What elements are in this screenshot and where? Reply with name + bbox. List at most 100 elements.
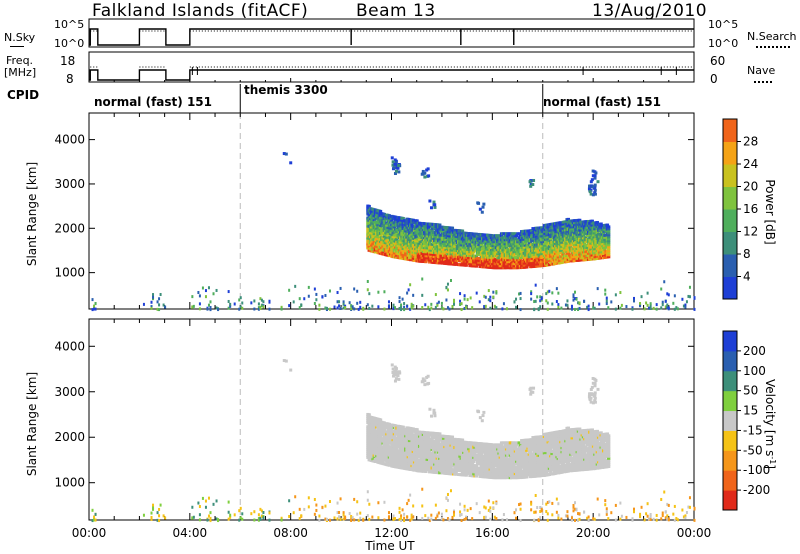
power-cell — [526, 251, 530, 255]
velocity-cell — [420, 467, 424, 471]
power-cell — [492, 236, 496, 240]
power-cell — [473, 242, 477, 246]
power-cell — [463, 247, 467, 251]
velocity-cell — [423, 431, 427, 435]
velocity-cell — [378, 434, 383, 438]
power-cell — [545, 247, 549, 251]
power-cell — [372, 232, 376, 236]
power-cell — [599, 252, 603, 256]
power-cell — [430, 306, 433, 310]
power-cell — [495, 306, 498, 310]
power-cell — [328, 307, 331, 311]
power-cell — [376, 219, 380, 223]
power-cell — [380, 222, 384, 226]
power-cell — [594, 171, 598, 175]
power-cell — [454, 262, 458, 266]
power-cell — [479, 245, 484, 249]
power-cell — [395, 247, 399, 251]
power-cell — [546, 231, 550, 235]
xtick-label-4: 16:00 — [475, 526, 510, 540]
power-cell — [390, 156, 394, 160]
power-cell — [452, 240, 456, 244]
power-cell — [507, 234, 511, 238]
power-cell — [570, 307, 573, 311]
power-cell — [423, 256, 427, 260]
power-cell — [421, 306, 424, 310]
power-cell — [530, 261, 534, 265]
power-cell — [607, 227, 611, 231]
velocity-cell — [400, 439, 404, 443]
power-cell — [533, 307, 536, 311]
power-cell — [429, 252, 433, 256]
power-cell — [443, 239, 447, 243]
velocity-cell — [438, 432, 442, 436]
power-cell — [583, 242, 587, 246]
power-cell — [353, 307, 356, 311]
power-cell — [483, 251, 487, 255]
power-cell — [479, 241, 484, 245]
power-cell — [480, 210, 484, 214]
power-cell — [411, 238, 415, 242]
power-cell — [531, 227, 535, 231]
velocity-cell — [378, 459, 383, 463]
nsky-label: N.Sky — [4, 31, 36, 44]
power-cell — [368, 229, 373, 233]
power-cell — [156, 307, 159, 311]
date-label: 13/Aug/2010 — [592, 1, 708, 21]
velocity-cell — [376, 427, 380, 431]
power-cell — [455, 245, 460, 249]
power-cell — [486, 249, 490, 253]
power-cell — [436, 231, 441, 235]
velocity-cell — [426, 433, 431, 437]
velocity-cell — [370, 428, 374, 432]
velocity-cell — [372, 443, 376, 447]
power-cell — [580, 254, 584, 258]
cpid-label: CPID — [7, 88, 40, 102]
power-cell — [530, 235, 534, 239]
power-cell — [664, 299, 667, 303]
power-cell — [655, 307, 658, 311]
power-cell — [429, 206, 433, 210]
power-cell — [460, 257, 465, 261]
power-cell — [198, 294, 201, 298]
power-cell — [595, 244, 599, 248]
power-cell — [610, 300, 613, 304]
freq-label-1: Freq. — [6, 54, 34, 67]
power-cell — [649, 304, 652, 308]
power-cell — [544, 243, 548, 247]
power-cell — [566, 299, 569, 303]
power-cell — [362, 307, 365, 311]
power-cell — [449, 278, 452, 282]
velocity-cell — [435, 466, 439, 470]
power-cell — [551, 302, 554, 306]
power-cell — [376, 233, 380, 237]
power-cell — [471, 306, 474, 310]
power-cell — [607, 231, 611, 235]
velocity-cell — [396, 428, 400, 432]
power-cell — [303, 297, 306, 301]
power-cell — [556, 243, 560, 247]
nsky-underline — [10, 46, 24, 47]
power-cell — [415, 257, 419, 261]
power-cell — [572, 293, 575, 297]
power-cell — [198, 307, 201, 311]
velocity-cell — [424, 470, 428, 474]
power-cell — [417, 223, 422, 227]
power-cell — [587, 308, 590, 312]
power-cell — [551, 230, 555, 234]
power-cell — [438, 223, 442, 227]
power-cell — [376, 223, 380, 227]
nsearch-tick-bottom: 10^0 — [708, 37, 739, 50]
power-cell — [307, 285, 310, 289]
velocity-cell — [412, 442, 417, 446]
power-cell — [91, 298, 94, 302]
power-cell — [546, 290, 549, 294]
power-cell — [390, 218, 394, 222]
power-cell — [289, 161, 293, 165]
power-cell — [521, 247, 525, 251]
power-cell — [460, 249, 465, 253]
power-cell — [392, 225, 397, 229]
velocity-cell — [392, 430, 397, 434]
power-cell — [556, 235, 560, 239]
power-cell — [367, 244, 371, 248]
